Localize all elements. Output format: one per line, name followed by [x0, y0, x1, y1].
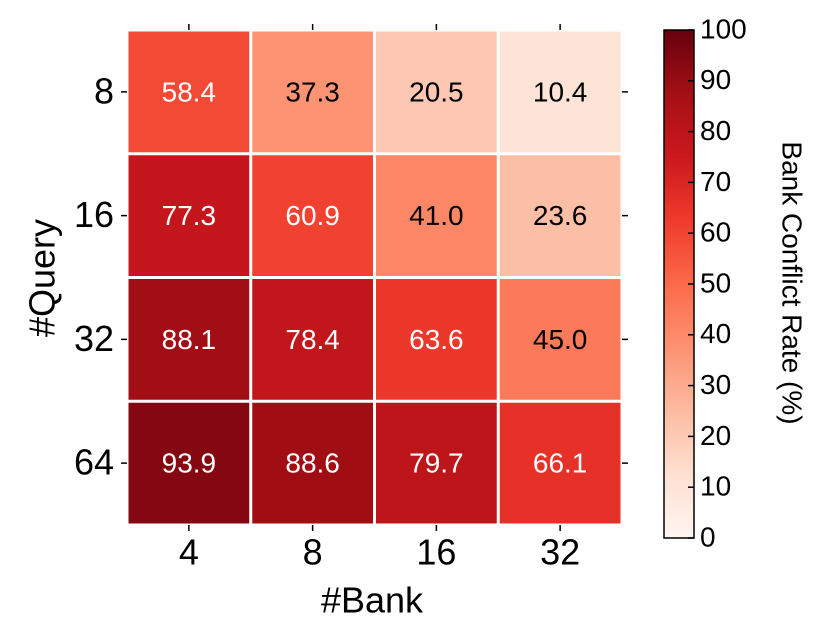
colorbar-tick-label: 50 — [700, 267, 731, 298]
cell-value-label: 45.0 — [533, 324, 588, 355]
colorbar-label: Bank Conflict Rate (%) — [777, 141, 808, 424]
colorbar-tick-label: 70 — [700, 166, 731, 197]
heatmap-cell — [128, 402, 250, 524]
heatmap-cell — [499, 155, 621, 276]
heatmap-cell — [252, 155, 373, 276]
heatmap-cell — [128, 279, 250, 400]
x-tick-label: 16 — [416, 532, 456, 573]
heatmap-cell — [499, 402, 621, 524]
cell-value-label: 41.0 — [409, 200, 464, 231]
colorbar-tick-label: 40 — [700, 318, 731, 349]
y-tick-label: 32 — [74, 318, 114, 359]
y-tick-label: 64 — [74, 442, 114, 483]
cell-value-label: 93.9 — [162, 448, 217, 479]
cell-value-label: 77.3 — [162, 200, 217, 231]
cell-value-label: 60.9 — [285, 200, 340, 231]
heatmap-cell — [128, 155, 250, 276]
colorbar-tick-label: 60 — [700, 217, 731, 248]
x-tick-label: 8 — [303, 532, 323, 573]
cell-value-label: 63.6 — [409, 324, 464, 355]
cell-value-label: 66.1 — [533, 448, 588, 479]
colorbar-tick-label: 30 — [700, 369, 731, 400]
colorbar-tick-label: 10 — [700, 471, 731, 502]
cell-value-label: 37.3 — [285, 76, 340, 107]
heatmap-cell — [376, 402, 497, 524]
heatmap-cell — [499, 279, 621, 400]
colorbar-tick-label: 20 — [700, 420, 731, 451]
y-tick-label: 16 — [74, 194, 114, 235]
cell-value-label: 88.1 — [162, 324, 217, 355]
heatmap-cell — [376, 31, 497, 153]
x-tick-label: 4 — [179, 532, 199, 573]
cell-value-label: 10.4 — [533, 76, 588, 107]
heatmap-cell — [376, 155, 497, 276]
heatmap-cell — [128, 31, 250, 153]
x-axis-label: #Bank — [321, 580, 424, 621]
cell-value-label: 23.6 — [533, 200, 588, 231]
x-tick-label: 32 — [540, 532, 580, 573]
heatmap-cell — [252, 279, 373, 400]
y-axis-label: #Query — [22, 219, 63, 337]
heatmap-cell — [376, 279, 497, 400]
cell-value-label: 58.4 — [162, 76, 217, 107]
cell-value-label: 88.6 — [285, 448, 340, 479]
heatmap-cell — [252, 402, 373, 524]
colorbar-tick-label: 90 — [700, 64, 731, 95]
colorbar-tick-label: 0 — [700, 521, 716, 552]
cell-value-label: 78.4 — [285, 324, 340, 355]
cell-value-label: 20.5 — [409, 76, 464, 107]
cell-value-label: 79.7 — [409, 448, 464, 479]
y-tick-label: 8 — [94, 70, 114, 111]
colorbar-tick-label: 80 — [700, 115, 731, 146]
heatmap-cell — [252, 31, 373, 153]
colorbar-tick-label: 100 — [700, 13, 747, 44]
heatmap-cell — [499, 31, 621, 153]
